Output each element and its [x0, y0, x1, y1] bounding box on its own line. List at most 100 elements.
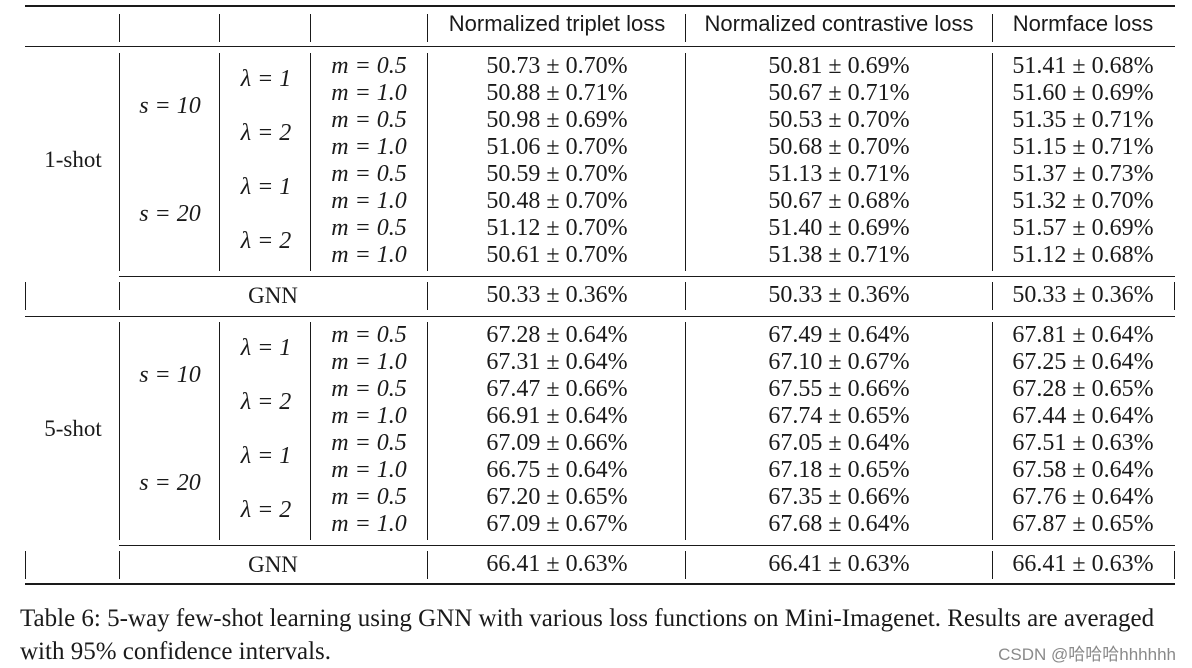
gnn-cell: 66.41 ± 0.63%	[486, 551, 628, 577]
table-cell: 51.60 ± 0.69%	[1012, 80, 1154, 106]
table-cell: 67.47 ± 0.66%	[486, 376, 628, 402]
m-label: m = 0.5	[331, 376, 407, 402]
hdr-sep	[310, 14, 311, 42]
table-cell: 67.18 ± 0.65%	[768, 457, 910, 483]
body-sep	[310, 53, 311, 271]
lambda-label: λ = 2	[240, 228, 292, 254]
gnn-sep	[119, 282, 120, 310]
hdr-sep	[119, 14, 120, 42]
table-cell: 67.87 ± 0.65%	[1012, 511, 1154, 537]
gnn-cell: 50.33 ± 0.36%	[768, 282, 910, 308]
table-cell: 51.40 ± 0.69%	[768, 215, 910, 241]
body-sep	[992, 53, 993, 271]
top-rule	[25, 5, 1175, 7]
m-label: m = 1.0	[331, 457, 407, 483]
gnn-sep	[1174, 551, 1175, 579]
body-sep	[119, 53, 120, 271]
hdr-sep	[992, 14, 993, 42]
table-cell: 67.31 ± 0.64%	[486, 349, 628, 375]
table-cell: 51.32 ± 0.70%	[1012, 188, 1154, 214]
table-cell: 51.12 ± 0.68%	[1012, 242, 1154, 268]
table-cell: 67.20 ± 0.65%	[486, 484, 628, 510]
table-cell: 67.49 ± 0.64%	[768, 322, 910, 348]
body-sep	[427, 53, 428, 271]
table-cell: 67.55 ± 0.66%	[768, 376, 910, 402]
table-cell: 50.68 ± 0.70%	[768, 134, 910, 160]
hdr-sep	[685, 14, 686, 42]
lambda-label: λ = 1	[240, 335, 292, 361]
table-cell: 50.73 ± 0.70%	[486, 53, 628, 79]
table-cell: 67.44 ± 0.64%	[1012, 403, 1154, 429]
table-cell: 67.51 ± 0.63%	[1012, 430, 1154, 456]
gnn-sep	[427, 551, 428, 579]
body-sep	[685, 53, 686, 271]
gnn-sep	[25, 282, 26, 310]
table-cell: 51.06 ± 0.70%	[486, 134, 628, 160]
lambda-label: λ = 1	[240, 66, 292, 92]
gnn-cell: 66.41 ± 0.63%	[1012, 551, 1154, 577]
m-label: m = 0.5	[331, 161, 407, 187]
rule-section	[25, 316, 1175, 317]
table-caption: Table 6: 5-way few-shot learning using G…	[20, 605, 1155, 665]
table-cell: 50.88 ± 0.71%	[486, 80, 628, 106]
header-triplet: Normalized triplet loss	[448, 11, 666, 36]
m-label: m = 1.0	[331, 511, 407, 537]
table-cell: 50.98 ± 0.69%	[486, 107, 628, 133]
m-label: m = 0.5	[331, 484, 407, 510]
m-label: m = 0.5	[331, 215, 407, 241]
hdr-sep	[427, 14, 428, 42]
table-cell: 67.81 ± 0.64%	[1012, 322, 1154, 348]
table-cell: 67.74 ± 0.65%	[768, 403, 910, 429]
table-cell: 51.35 ± 0.71%	[1012, 107, 1154, 133]
table-cell: 51.38 ± 0.71%	[768, 242, 910, 268]
m-label: m = 1.0	[331, 134, 407, 160]
body-sep	[685, 322, 686, 540]
table-cell: 67.58 ± 0.64%	[1012, 457, 1154, 483]
table-cell: 67.35 ± 0.66%	[768, 484, 910, 510]
gnn-sep	[685, 282, 686, 310]
s-label: s = 10	[139, 93, 201, 119]
s-label: s = 10	[139, 362, 201, 388]
hdr-sep	[219, 14, 220, 42]
table-cell: 67.28 ± 0.64%	[486, 322, 628, 348]
group-1-shot: 1-shot	[44, 147, 102, 172]
bottom-rule	[25, 583, 1175, 585]
header-contrastive: Normalized contrastive loss	[704, 11, 974, 36]
table-cell: 66.75 ± 0.64%	[486, 457, 628, 483]
table-cell: 50.48 ± 0.70%	[486, 188, 628, 214]
lambda-label: λ = 1	[240, 443, 292, 469]
table-cell: 67.09 ± 0.66%	[486, 430, 628, 456]
lambda-label: λ = 2	[240, 497, 292, 523]
table-cell: 67.25 ± 0.64%	[1012, 349, 1154, 375]
header-normface: Normface loss	[1012, 11, 1154, 36]
m-label: m = 1.0	[331, 242, 407, 268]
table-cell: 67.76 ± 0.64%	[1012, 484, 1154, 510]
m-label: m = 0.5	[331, 107, 407, 133]
table-cell: 51.15 ± 0.71%	[1012, 134, 1154, 160]
group-5-shot: 5-shot	[44, 416, 102, 441]
m-label: m = 1.0	[331, 349, 407, 375]
m-label: m = 0.5	[331, 322, 407, 348]
table-cell: 51.57 ± 0.69%	[1012, 215, 1154, 241]
table-cell: 66.91 ± 0.64%	[486, 403, 628, 429]
table-cell: 50.81 ± 0.69%	[768, 53, 910, 79]
body-sep	[119, 322, 120, 540]
header-rule	[25, 46, 1175, 47]
watermark: CSDN @哈哈哈hhhhhh	[998, 645, 1176, 664]
m-label: m = 0.5	[331, 53, 407, 79]
m-label: m = 1.0	[331, 403, 407, 429]
gnn-cell: 66.41 ± 0.63%	[768, 551, 910, 577]
table-cell: 51.13 ± 0.71%	[768, 161, 910, 187]
body-sep	[427, 322, 428, 540]
s-label: s = 20	[139, 201, 201, 227]
gnn-label: GNN	[248, 283, 298, 308]
gnn-label: GNN	[248, 552, 298, 577]
table-cell: 67.05 ± 0.64%	[768, 430, 910, 456]
table-cell: 50.59 ± 0.70%	[486, 161, 628, 187]
body-sep	[310, 322, 311, 540]
table-cell: 67.68 ± 0.64%	[768, 511, 910, 537]
table-cell: 67.09 ± 0.67%	[486, 511, 628, 537]
table-cell: 51.12 ± 0.70%	[486, 215, 628, 241]
table-cell: 67.28 ± 0.65%	[1012, 376, 1154, 402]
table-cell: 51.37 ± 0.73%	[1012, 161, 1154, 187]
